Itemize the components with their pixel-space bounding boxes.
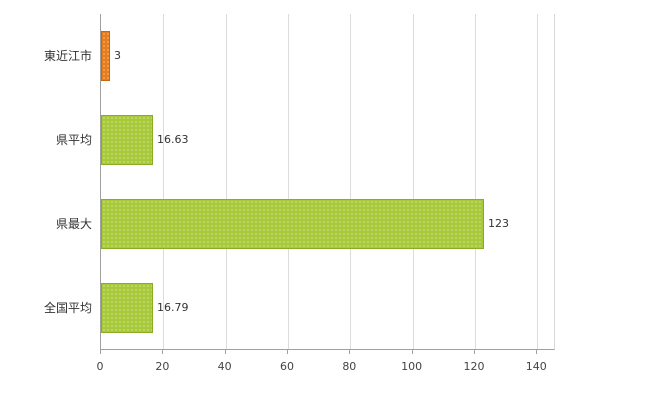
gridline	[287, 14, 289, 349]
value-label: 16.63	[157, 133, 189, 146]
x-tick-label: 40	[217, 360, 232, 373]
value-label: 123	[488, 217, 509, 230]
category-label: 県最大	[55, 217, 92, 231]
gridline	[163, 14, 165, 349]
x-axis-tick	[286, 350, 288, 354]
x-axis-tick	[536, 350, 538, 354]
value-label: 16.79	[157, 301, 189, 314]
x-tick-label: 120	[463, 360, 485, 373]
bar-3	[101, 283, 153, 333]
bar-1	[101, 115, 153, 165]
x-tick-label: 0	[96, 360, 104, 373]
x-axis-tick	[411, 350, 413, 354]
gridline	[225, 14, 227, 349]
category-label: 県平均	[55, 133, 92, 147]
gridline	[474, 14, 476, 349]
bar-2	[101, 199, 484, 249]
x-tick-label: 80	[342, 360, 357, 373]
x-tick-label: 60	[279, 360, 294, 373]
x-axis-tick	[349, 350, 351, 354]
x-tick-label: 140	[525, 360, 547, 373]
x-axis-tick	[224, 350, 226, 354]
gridline	[537, 14, 539, 349]
x-axis-tick	[100, 350, 101, 354]
x-tick-label: 100	[401, 360, 423, 373]
bar-0	[101, 31, 110, 81]
x-axis-tick	[473, 350, 475, 354]
category-label: 東近江市	[43, 49, 92, 63]
x-tick-label: 20	[155, 360, 170, 373]
x-axis-tick	[162, 350, 164, 354]
category-label: 全国平均	[43, 301, 92, 315]
gridline	[350, 14, 352, 349]
plot-area	[100, 14, 555, 350]
value-label: 3	[114, 49, 121, 62]
gridline	[412, 14, 414, 349]
